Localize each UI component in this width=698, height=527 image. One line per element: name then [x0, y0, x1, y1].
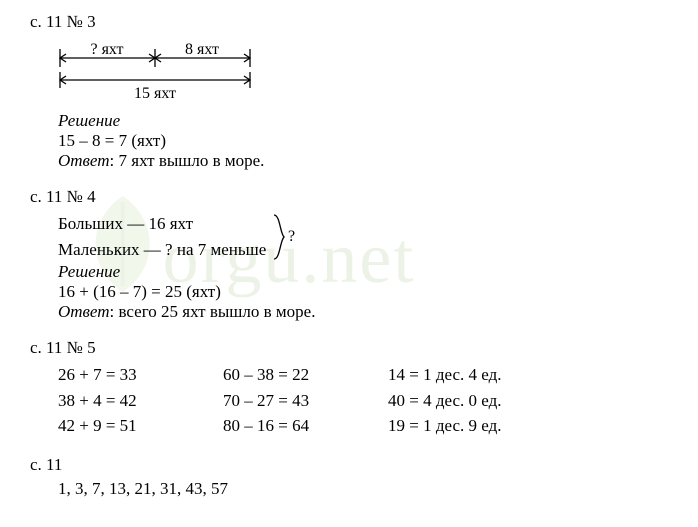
table-cell: 26 + 7 = 33: [58, 362, 223, 388]
problem-4-heading: с. 11 № 4: [30, 187, 668, 207]
solution-label: Решение: [58, 111, 668, 131]
problem-4: с. 11 № 4 Больших — 16 яхт Маленьких — ?…: [30, 187, 668, 322]
table-col-2: 60 – 38 = 22 70 – 27 = 43 80 – 16 = 64: [223, 362, 388, 439]
problem-seq-heading: с. 11: [30, 455, 668, 475]
given-block: Больших — 16 яхт Маленьких — ? на 7 мень…: [58, 211, 668, 262]
answer-line-4: Ответ: всего 25 яхт вышло в море.: [58, 302, 668, 322]
solution-line-4: 16 + (16 – 7) = 25 (яхт): [58, 282, 668, 302]
diagram-right-label: 8 яхт: [185, 41, 219, 58]
table-col-3: 14 = 1 дес. 4 ед. 40 = 4 дес. 0 ед. 19 =…: [388, 362, 588, 439]
answer-label-4: Ответ: [58, 302, 110, 321]
arithmetic-table: 26 + 7 = 33 38 + 4 = 42 42 + 9 = 51 60 –…: [58, 362, 668, 439]
table-cell: 42 + 9 = 51: [58, 413, 223, 439]
segment-diagram-svg: ? яхт 8 яхт 15 яхт: [50, 38, 270, 102]
diagram-total-label: 15 яхт: [134, 85, 176, 102]
table-cell: 60 – 38 = 22: [223, 362, 388, 388]
sequence-line: 1, 3, 7, 13, 21, 31, 43, 57: [58, 479, 668, 499]
table-cell: 19 = 1 дес. 9 ед.: [388, 413, 588, 439]
page-content: с. 11 № 3: [0, 0, 698, 527]
problem-3-heading: с. 11 № 3: [30, 12, 668, 32]
table-cell: 70 – 27 = 43: [223, 388, 388, 414]
answer-text: : 7 яхт вышло в море.: [110, 151, 265, 170]
table-cell: 14 = 1 дес. 4 ед.: [388, 362, 588, 388]
answer-line: Ответ: 7 яхт вышло в море.: [58, 151, 668, 171]
problem-sequence: с. 11 1, 3, 7, 13, 21, 31, 43, 57: [30, 455, 668, 499]
answer-text-4: : всего 25 яхт вышло в море.: [110, 302, 316, 321]
table-cell: 80 – 16 = 64: [223, 413, 388, 439]
problem-5-heading: с. 11 № 5: [30, 338, 668, 358]
brace-icon: ?: [270, 213, 300, 261]
segment-diagram: ? яхт 8 яхт 15 яхт: [50, 38, 668, 107]
diagram-left-label: ? яхт: [90, 41, 123, 58]
table-cell: 40 = 4 дес. 0 ед.: [388, 388, 588, 414]
given-line2: Маленьких — ? на 7 меньше: [58, 237, 266, 263]
problem-3: с. 11 № 3: [30, 12, 668, 171]
given-line1: Больших — 16 яхт: [58, 211, 266, 237]
solution-line: 15 – 8 = 7 (яхт): [58, 131, 668, 151]
brace-label: ?: [288, 228, 295, 245]
table-col-1: 26 + 7 = 33 38 + 4 = 42 42 + 9 = 51: [58, 362, 223, 439]
solution-label-4: Решение: [58, 262, 668, 282]
problem-5: с. 11 № 5 26 + 7 = 33 38 + 4 = 42 42 + 9…: [30, 338, 668, 439]
answer-label: Ответ: [58, 151, 110, 170]
table-cell: 38 + 4 = 42: [58, 388, 223, 414]
